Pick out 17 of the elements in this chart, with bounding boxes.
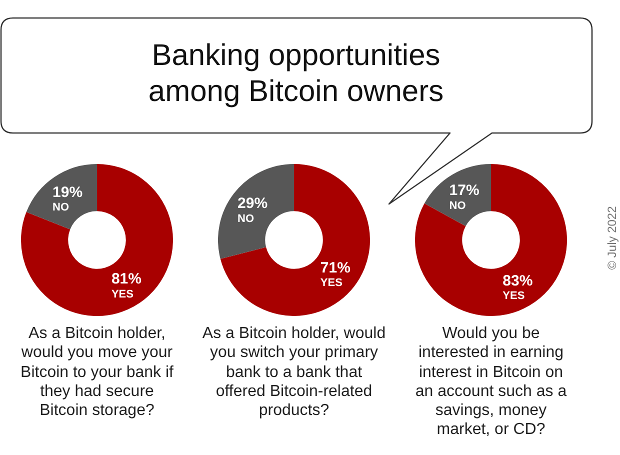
data-label: 19% xyxy=(52,184,83,201)
text: As a Bitcoin holder, would you move your Bitcoin to your bank if they had secure Bitcoin storage? xyxy=(20,324,174,420)
slice-label: NO xyxy=(449,200,466,212)
data-label: 81% xyxy=(111,270,142,288)
slice-label: YES xyxy=(111,288,134,300)
data-label: 71% xyxy=(320,259,350,276)
data-label: 83% xyxy=(502,272,533,290)
data-label: 29% xyxy=(238,195,268,212)
chart-title: Banking opportunities among Bitcoin owners xyxy=(147,38,445,110)
slice-label: YES xyxy=(502,290,525,302)
data-label: 17% xyxy=(449,182,480,200)
slice-label: NO xyxy=(238,212,254,225)
slice-label: NO xyxy=(52,202,70,214)
text: © July 2022 xyxy=(605,206,619,270)
slice-label: YES xyxy=(320,277,342,290)
text: Would you be interested in earning interest in Bitcoin on an account such as a savings, money market, or CD? xyxy=(414,324,568,440)
text: As a Bitcoin holder, would you switch your primary bank to a bank that offered Bitcoin-related products? xyxy=(201,324,387,420)
